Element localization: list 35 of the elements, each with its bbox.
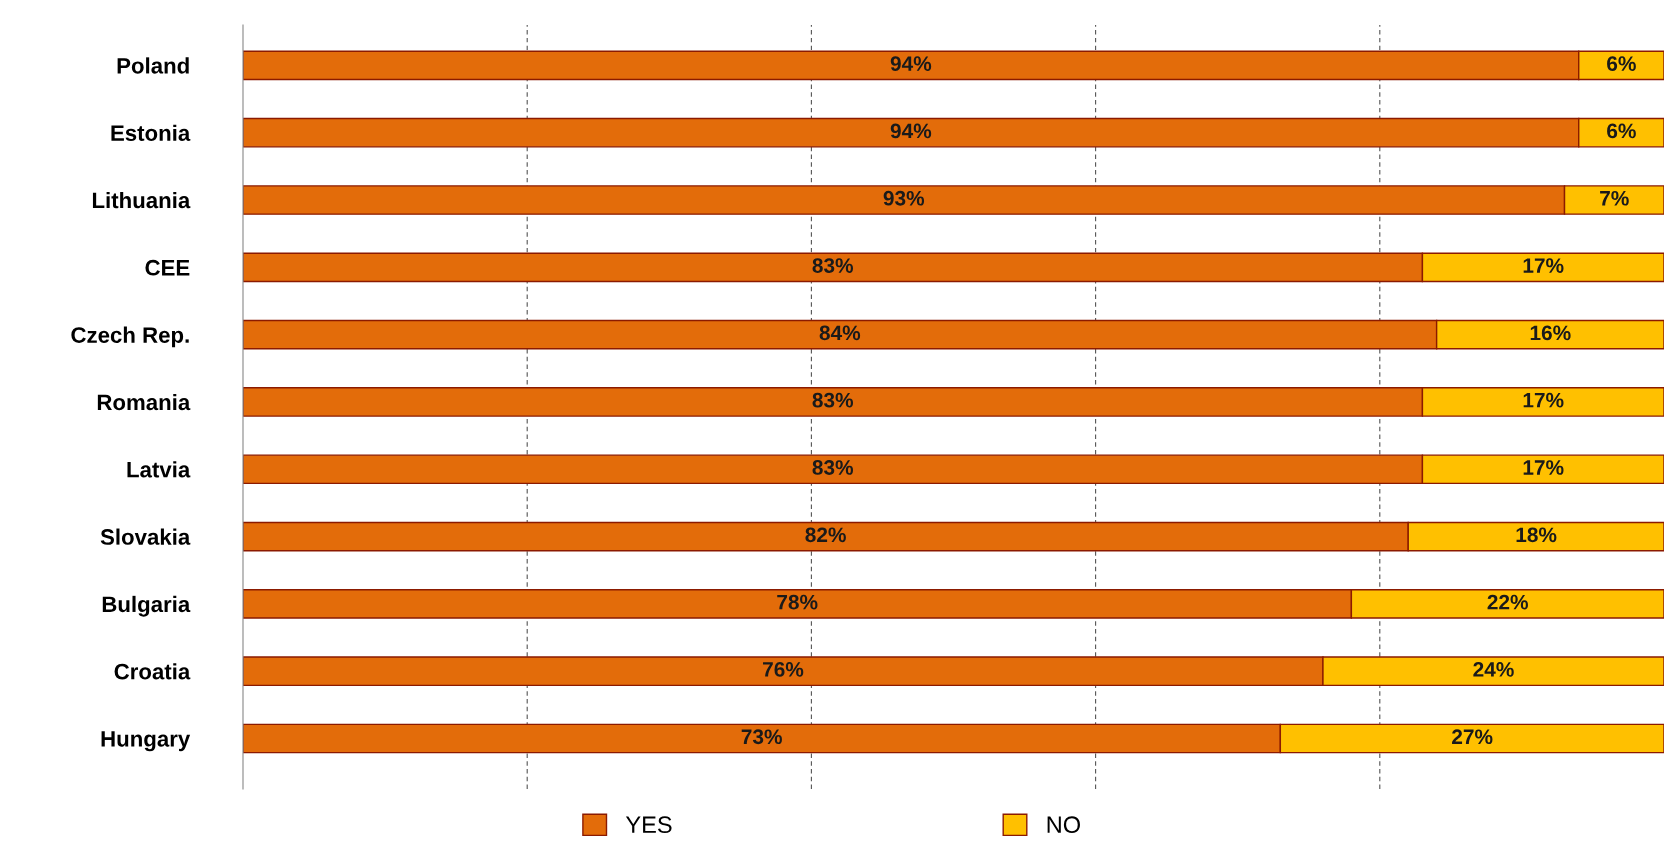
y-tick-label: CEE [145, 259, 190, 276]
data-label: 76% [763, 662, 804, 677]
data-label: 17% [1523, 258, 1564, 273]
y-tick-label: Estonia [111, 124, 191, 141]
data-label: 93% [883, 190, 925, 206]
data-label: 78% [777, 594, 818, 610]
legend-label: YES [625, 816, 672, 834]
data-label: 83% [812, 460, 854, 475]
data-label: 27% [1452, 729, 1493, 745]
y-tick-label: Bulgaria [102, 595, 191, 617]
data-label: 18% [1516, 527, 1557, 543]
data-label: 83% [812, 258, 854, 273]
data-label: 7% [1600, 190, 1629, 206]
data-label: 17% [1523, 392, 1564, 408]
y-tick-label: Croatia [114, 663, 191, 680]
legend-label: NO [1047, 816, 1080, 834]
y-tick-label: Hungary [101, 731, 191, 752]
y-tick-label: Lithuania [92, 191, 191, 209]
y-tick-label: Czech Rep. [71, 326, 189, 348]
data-label: 22% [1487, 594, 1528, 610]
data-label: 6% [1607, 56, 1636, 71]
data-label: 24% [1473, 662, 1514, 677]
y-tick-label: Romania [97, 393, 191, 411]
data-label: 94% [890, 56, 932, 71]
data-label: 94% [890, 123, 932, 139]
data-label: 84% [819, 325, 861, 341]
data-label: 6% [1607, 123, 1636, 139]
data-label: 82% [805, 527, 846, 543]
y-tick-label: Poland [117, 57, 189, 74]
data-label: 73% [741, 729, 782, 745]
y-tick-label: Latvia [127, 461, 191, 478]
data-label: 16% [1530, 325, 1571, 341]
y-tick-label: Slovakia [100, 528, 191, 545]
data-label: 17% [1523, 460, 1564, 475]
data-label: 83% [812, 392, 854, 408]
